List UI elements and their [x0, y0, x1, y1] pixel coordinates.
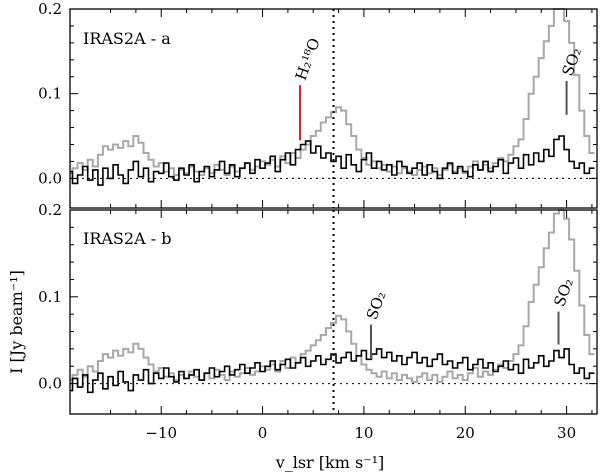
panel-a-black-spectrum	[70, 135, 595, 186]
x-tick-label: 10	[354, 424, 373, 442]
panel-b-ytick-label: 0.0	[38, 375, 62, 393]
panel-b-gray-spectrum	[70, 209, 595, 383]
x-axis-label: v_lsr [km s⁻¹]	[275, 453, 385, 472]
x-tick-label: 0	[258, 424, 268, 442]
panel-b-black-spectrum-line	[70, 348, 595, 394]
panel-b-marker-label-1: SO₂	[550, 276, 577, 309]
panel-b-label: IRAS2A - b	[83, 229, 171, 248]
panel-a-black-spectrum-line	[70, 135, 595, 186]
panel-a-axes: 0.0 0.1 0.2	[38, 0, 598, 209]
panel-b: SO₂ SO₂ 0.0 0.1 0.2 IRAS2A - b	[38, 201, 598, 415]
panel-b-marker-label-0: SO₂	[363, 289, 390, 322]
panel-b-ytick-label: 0.1	[38, 288, 62, 306]
panel-b-black-spectrum	[70, 348, 595, 394]
panel-a-label: IRAS2A - a	[83, 29, 171, 48]
panel-a-ytick-label: 0.1	[38, 85, 62, 103]
panel-a-marker-label-1: SO₂	[558, 45, 585, 78]
panel-b-axes: 0.0 0.1 0.2	[38, 201, 598, 415]
x-tick-labels: −10 0 10 20 30	[145, 424, 576, 442]
panel-b-gray-spectrum-line	[70, 209, 595, 383]
panel-a: H₂¹⁸O SO₂ 0.0 0.1 0.2 IRAS2A - a	[38, 0, 598, 209]
panel-b-frame	[69, 209, 598, 415]
y-axis-label: I [Jy beam⁻¹]	[7, 270, 26, 374]
panel-a-frame	[69, 8, 598, 209]
x-tick-label: 20	[456, 424, 475, 442]
x-tick-label: −10	[145, 424, 177, 442]
panel-a-marker-label-0: H₂¹⁸O	[292, 36, 324, 83]
panel-a-ytick-label: 0.0	[38, 169, 62, 187]
panel-a-line-markers: H₂¹⁸O SO₂	[292, 36, 585, 141]
panel-a-ytick-label: 0.2	[38, 0, 62, 18]
panel-b-line-markers: SO₂ SO₂	[363, 276, 577, 360]
x-tick-label: 30	[557, 424, 576, 442]
panel-b-ytick-label: 0.2	[38, 201, 62, 219]
